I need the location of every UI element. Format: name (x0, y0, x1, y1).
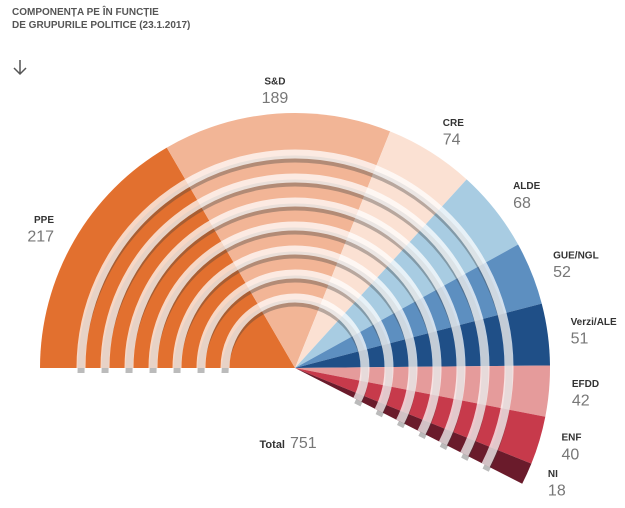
bench (76, 149, 514, 468)
wedge (166, 113, 391, 368)
data-label: 18 (548, 483, 566, 500)
data-label: 74 (443, 132, 461, 149)
legend-label: EFDD (572, 379, 599, 390)
bench (124, 197, 466, 446)
data-label: 189 (262, 90, 289, 107)
legend-label: GUE/NGL (553, 250, 599, 261)
data-label: 52 (553, 264, 571, 281)
data-label: 42 (572, 393, 590, 410)
bench (196, 269, 394, 413)
legend-label: CRE (443, 118, 464, 129)
chart-title: COMPONENȚA PE ÎN FUNCȚIE DE GRUPURILE PO… (12, 6, 190, 32)
title-line: COMPONENȚA PE ÎN FUNCȚIE (12, 7, 159, 18)
title-line: DE GRUPURILE POLITICE (23.1.2017) (12, 20, 191, 31)
arrow (13, 60, 27, 76)
legend-label: PPE (34, 215, 54, 226)
legend-label: NI (548, 469, 558, 480)
bench (100, 173, 490, 457)
bench (220, 293, 370, 402)
data-label: 40 (562, 446, 580, 463)
total-label: Total (260, 439, 285, 451)
bench (148, 221, 442, 435)
bench (172, 245, 418, 424)
data-label: 217 (27, 229, 54, 246)
legend-label: ALDE (513, 181, 541, 192)
legend-label: S&D (264, 76, 285, 87)
data-label: 68 (513, 195, 531, 212)
total-value: 751 (290, 435, 317, 452)
data-label: 51 (571, 330, 589, 347)
legend-label: Verzi/ALE (571, 317, 617, 328)
legend-label: ENF (562, 433, 582, 444)
